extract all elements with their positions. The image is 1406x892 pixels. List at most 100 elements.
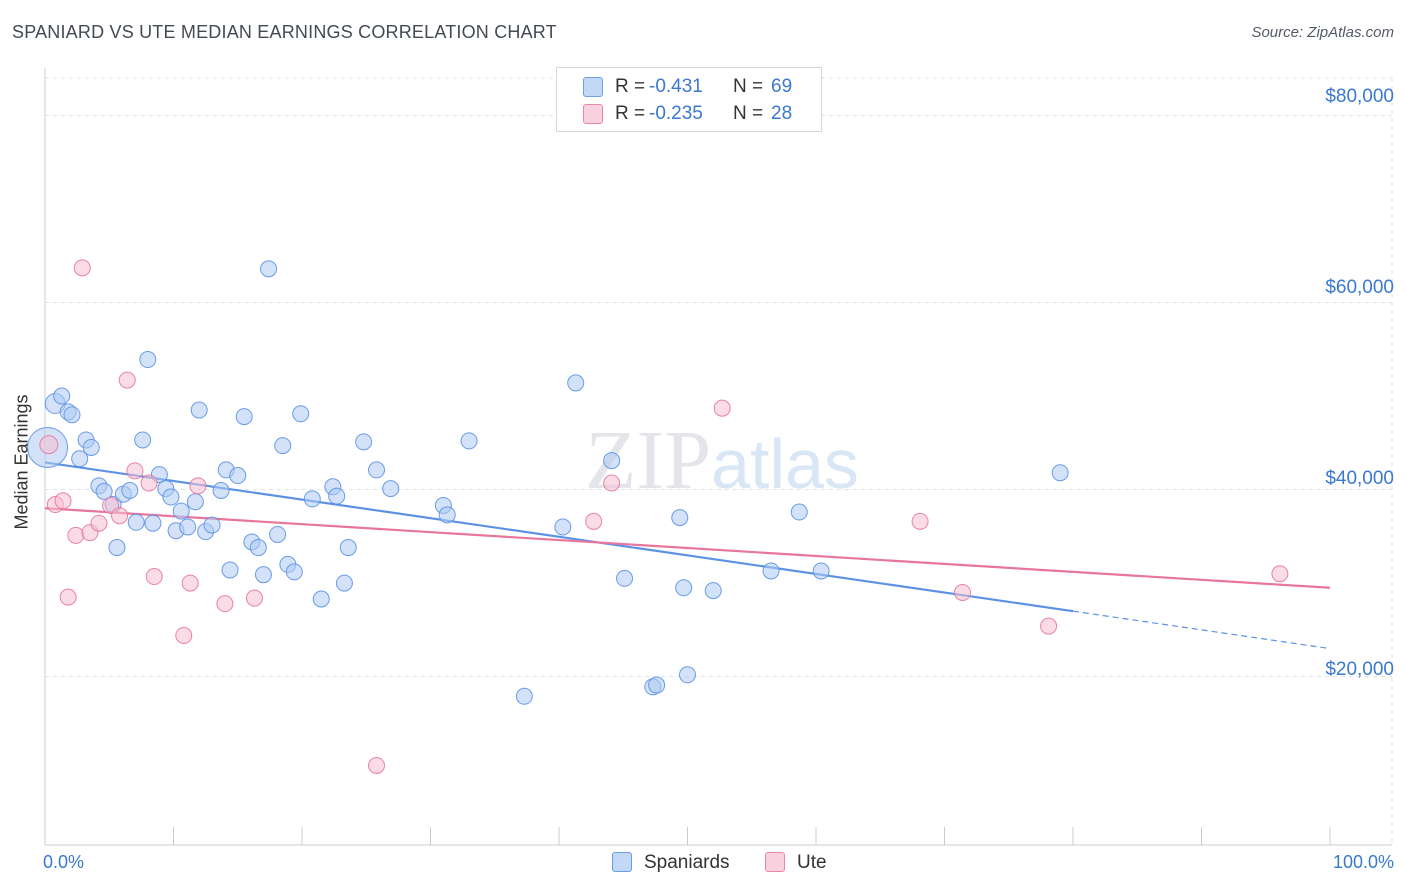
ute-point <box>368 756 386 774</box>
spaniards-point <box>274 437 292 455</box>
data-points <box>27 259 1289 774</box>
spaniards-point <box>260 260 278 278</box>
spaniards-point <box>616 569 634 587</box>
spaniards-point <box>221 561 239 579</box>
spaniards-point <box>254 566 272 584</box>
spaniards-point <box>671 509 689 527</box>
ute-point <box>54 492 72 510</box>
legend-label: Ute <box>797 852 827 873</box>
ute-point <box>126 462 144 480</box>
ute-point <box>181 574 199 592</box>
y-tick-label: $20,000 <box>1325 659 1394 680</box>
legend-n-label: N = <box>733 103 764 124</box>
spaniards-point <box>603 452 621 470</box>
legend-swatch-pink <box>765 852 785 872</box>
spaniards-point <box>134 431 152 449</box>
spaniards-point <box>339 539 357 557</box>
ute-point <box>245 589 263 607</box>
spaniards-point <box>812 562 830 580</box>
stats-legend: R = -0.431 N = 69 R = -0.235 N = 28 <box>556 67 822 132</box>
spaniards-point <box>679 666 696 684</box>
x-tick-label-min: 0.0% <box>43 852 85 872</box>
spaniards-point <box>249 539 267 557</box>
watermark: ZIPatlas <box>585 414 859 507</box>
spaniards-point <box>382 480 400 498</box>
legend-swatch-blue <box>612 852 632 872</box>
spaniards-point <box>186 493 204 511</box>
ute-point <box>140 474 158 492</box>
spaniards-point <box>675 579 693 597</box>
legend-n-value: 69 <box>771 76 793 97</box>
ute-point <box>1040 617 1058 635</box>
legend-r-value: -0.431 <box>649 76 703 97</box>
spaniards-point <box>368 461 386 479</box>
spaniards-point <box>1051 464 1069 482</box>
ute-point <box>67 526 85 544</box>
spaniards-point <box>82 438 100 456</box>
ute-point <box>39 435 59 455</box>
ute-point <box>73 259 91 277</box>
legend-r-label: R = <box>615 76 646 97</box>
chart-title: SPANIARD VS UTE MEDIAN EARNINGS CORRELAT… <box>12 22 557 42</box>
y-tick-label: $60,000 <box>1325 277 1394 298</box>
legend-swatch-blue <box>583 77 603 97</box>
spaniards-point <box>53 387 71 405</box>
ute-point <box>585 512 603 530</box>
legend-n-label: N = <box>733 76 764 97</box>
spaniards-point <box>203 516 221 534</box>
spaniards-point <box>162 488 180 506</box>
spaniards-point <box>144 514 162 532</box>
spaniards-point <box>292 405 310 423</box>
spaniards-point <box>355 433 373 451</box>
spaniards-point <box>515 687 533 705</box>
ute-point <box>175 626 193 644</box>
ute-point <box>145 568 163 586</box>
y-tick-label: $80,000 <box>1325 86 1394 107</box>
ute-point <box>603 474 621 492</box>
y-tick-label: $40,000 <box>1325 468 1394 489</box>
x-tick-label-max: 100.0% <box>1332 852 1394 872</box>
legend-r-value: -0.235 <box>649 103 703 124</box>
spaniards-point <box>704 582 722 600</box>
spaniards-point <box>762 562 780 580</box>
spaniards-point <box>567 374 585 392</box>
ute-point <box>713 399 731 417</box>
spaniards-point <box>554 518 572 536</box>
spaniards-point <box>460 432 478 450</box>
legend-n-value: 28 <box>771 103 793 124</box>
legend-swatch-pink <box>583 104 603 124</box>
spaniards-point <box>212 481 230 499</box>
spaniards-trend-extension <box>1072 610 1331 650</box>
spaniards-point <box>335 574 353 592</box>
watermark-atlas: atlas <box>711 425 859 503</box>
spaniards-point <box>235 408 253 426</box>
spaniards-point <box>63 406 81 424</box>
ute-point <box>189 477 207 495</box>
spaniards-point <box>303 490 321 508</box>
chart-source: Source: ZipAtlas.com <box>1251 24 1394 41</box>
spaniards-point <box>285 563 303 581</box>
spaniards-point <box>121 481 139 499</box>
spaniards-point <box>648 676 666 694</box>
ute-point <box>59 588 77 606</box>
spaniards-point <box>269 525 287 543</box>
spaniards-point <box>229 467 247 485</box>
spaniards-point <box>127 513 145 531</box>
spaniards-point <box>179 518 197 536</box>
spaniards-point <box>172 502 190 520</box>
ute-trend-line <box>44 507 1331 589</box>
spaniards-point <box>438 506 456 524</box>
spaniards-point <box>95 482 113 500</box>
spaniards-point <box>71 450 89 468</box>
ute-point <box>216 595 234 613</box>
ute-point <box>953 583 971 601</box>
legend-r-label: R = <box>615 103 646 124</box>
y-axis-label: Median Earnings <box>11 394 32 530</box>
spaniards-point <box>108 539 126 557</box>
legend-label: Spaniards <box>644 852 730 873</box>
spaniards-point <box>328 487 346 505</box>
spaniards-point <box>139 351 157 369</box>
spaniards-point <box>312 590 330 608</box>
spaniards-point <box>190 401 208 419</box>
